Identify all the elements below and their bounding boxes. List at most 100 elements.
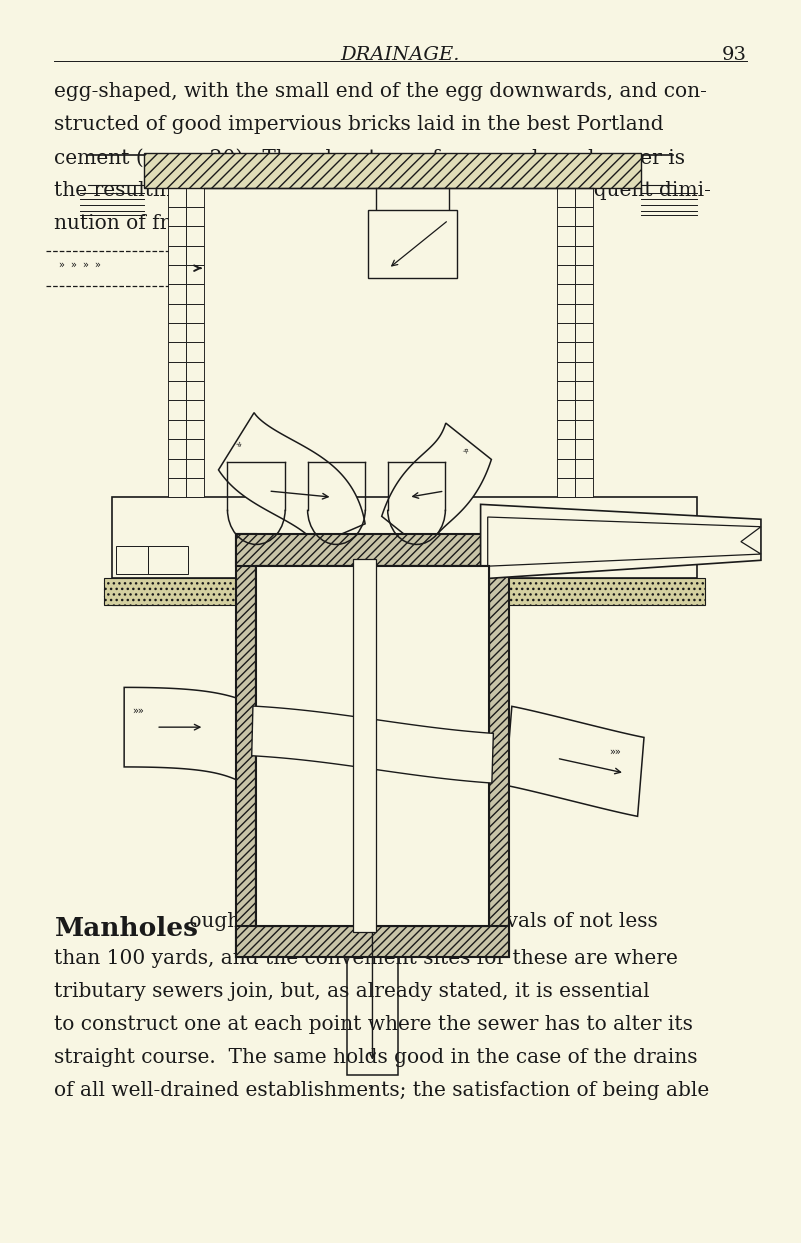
Polygon shape [481,505,761,579]
Text: »: » [70,260,76,270]
Polygon shape [353,559,376,932]
Bar [168,459,186,477]
Bar [557,226,574,246]
Text: tributary sewers join, but, as already stated, it is essential: tributary sewers join, but, as already s… [54,982,650,1001]
Bar [368,210,457,278]
Bar [575,382,593,400]
Text: to construct one at each point where the sewer has to alter its: to construct one at each point where the… [54,1014,694,1034]
Bar [575,188,593,208]
Bar [168,323,186,343]
Text: »: » [461,445,472,456]
Bar [236,534,256,957]
Text: Manholes: Manholes [54,916,199,941]
Bar [557,382,574,400]
Bar [168,420,186,439]
Bar [186,226,204,246]
Text: the resulting increase in the depth of flow and consequent dimi-: the resulting increase in the depth of f… [54,180,711,200]
Bar [104,578,705,605]
Bar [186,459,204,477]
Polygon shape [488,517,761,566]
Bar [557,323,574,343]
Bar [575,265,593,285]
Bar [557,477,574,497]
Bar [186,285,204,303]
Bar [575,342,593,362]
Text: Fig. 36.: Fig. 36. [365,889,436,906]
Bar [557,400,574,420]
Bar [575,459,593,477]
Bar [186,208,204,226]
Bar [186,382,204,400]
Bar [575,246,593,265]
Bar [575,226,593,246]
Bar [168,303,186,323]
Text: »»: »» [132,706,144,716]
Bar [168,246,186,265]
Bar [186,420,204,439]
Bar [557,362,574,382]
Bar [575,208,593,226]
Bar [148,546,188,574]
Bar [557,265,574,285]
Bar [168,285,186,303]
Text: DRAINAGE.: DRAINAGE. [340,46,461,63]
Bar [168,477,186,497]
Text: egg-shaped, with the small end of the egg downwards, and con-: egg-shaped, with the small end of the eg… [54,82,707,101]
Bar [186,439,204,459]
Text: »: » [364,1084,374,1090]
Bar [186,400,204,420]
Bar [186,362,204,382]
Bar [256,566,489,926]
Bar [557,459,574,477]
Bar [557,208,574,226]
Bar [186,323,204,343]
Bar [168,208,186,226]
Text: cement (see p. 20).  The advantage of an egg-shaped sewer is: cement (see p. 20). The advantage of an … [54,148,686,168]
Bar [186,265,204,285]
Polygon shape [252,706,493,783]
Text: straight course.  The same holds good in the case of the drains: straight course. The same holds good in … [54,1048,698,1066]
Bar [168,188,186,208]
Bar [557,285,574,303]
Bar [144,153,641,188]
Polygon shape [505,706,644,817]
Bar [575,285,593,303]
Polygon shape [382,423,491,553]
Text: »: » [95,260,100,270]
Bar [236,534,509,566]
Bar [112,497,697,578]
Bar [204,188,557,497]
Bar [186,303,204,323]
Bar [575,323,593,343]
Bar [168,362,186,382]
Bar [575,439,593,459]
Bar [168,382,186,400]
Bar [575,477,593,497]
Bar [575,420,593,439]
Bar [186,246,204,265]
Text: »»: »» [609,747,621,757]
Bar [236,926,509,957]
Bar [168,265,186,285]
Bar [186,188,204,208]
Bar [557,439,574,459]
Text: »: » [58,260,64,270]
Bar [112,497,192,605]
Bar [557,246,574,265]
Bar [575,362,593,382]
Polygon shape [124,687,260,783]
Text: ought to be introduced at intervals of not less: ought to be introduced at intervals of n… [183,912,658,931]
Bar [557,420,574,439]
Bar [575,303,593,323]
Text: of all well-drained establishments; the satisfaction of being able: of all well-drained establishments; the … [54,1080,710,1100]
Polygon shape [219,413,365,546]
Bar [168,439,186,459]
Bar [557,303,574,323]
Bar [557,188,574,208]
Bar [168,400,186,420]
Bar [186,342,204,362]
Bar [575,400,593,420]
Bar [489,534,509,957]
Text: than 100 yards, and the convenient sites for these are where: than 100 yards, and the convenient sites… [54,950,678,968]
Text: nution of friction.: nution of friction. [54,214,234,232]
